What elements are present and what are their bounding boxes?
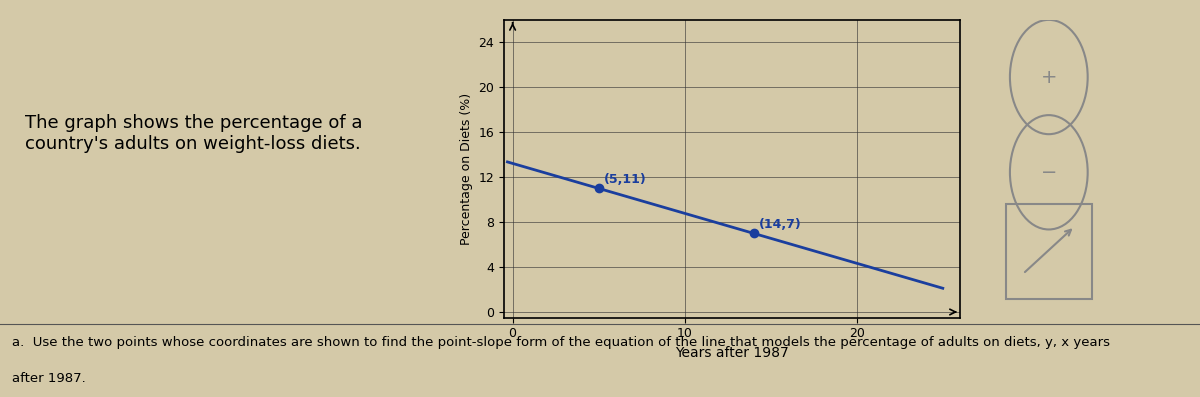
Text: a.  Use the two points whose coordinates are shown to find the point-slope form : a. Use the two points whose coordinates … — [12, 336, 1110, 349]
Y-axis label: Percentage on Diets (%): Percentage on Diets (%) — [460, 93, 473, 245]
Text: The graph shows the percentage of a
country's adults on weight-loss diets.: The graph shows the percentage of a coun… — [25, 114, 362, 153]
Text: −: − — [1040, 163, 1057, 182]
Text: after 1987.: after 1987. — [12, 372, 85, 385]
Text: (14,7): (14,7) — [758, 218, 802, 231]
Text: +: + — [1040, 67, 1057, 87]
Text: (5,11): (5,11) — [604, 173, 647, 186]
X-axis label: Years after 1987: Years after 1987 — [676, 346, 788, 360]
